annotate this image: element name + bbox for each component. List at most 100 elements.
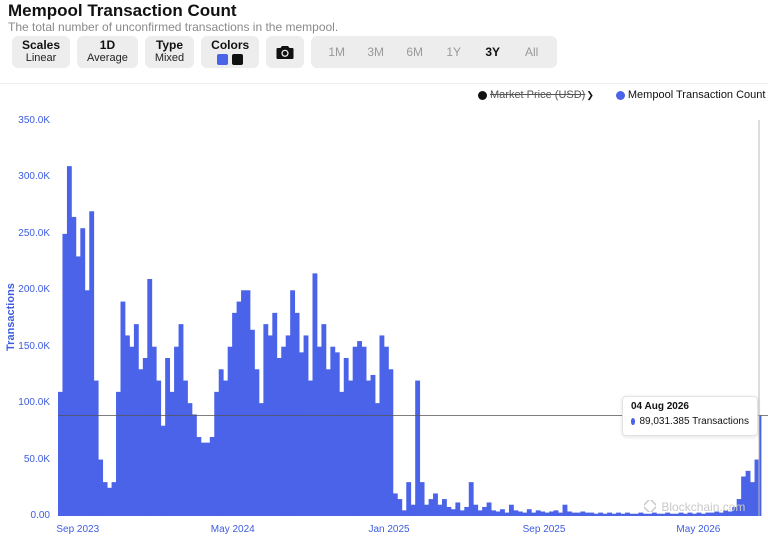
chart-bar <box>321 324 327 516</box>
chart-bar <box>741 476 746 516</box>
chart-bar <box>330 346 336 516</box>
camera-icon <box>276 45 294 59</box>
chart-bar <box>642 513 648 516</box>
chart-bar <box>633 513 639 516</box>
chart-bar <box>93 380 99 516</box>
y-tick-label: 250.0K <box>18 227 50 239</box>
colors-button[interactable]: Colors <box>201 36 260 68</box>
resolution-label: 1D <box>99 38 116 52</box>
chart-bar <box>267 335 273 516</box>
screenshot-button[interactable] <box>266 36 305 68</box>
legend-dot-market-price <box>478 90 487 100</box>
tooltip-date: 04 Aug 2026 <box>631 401 689 412</box>
color-swatch-black[interactable] <box>232 54 244 65</box>
chart-bar <box>433 493 438 516</box>
resolution-button[interactable]: 1D Average <box>77 36 138 68</box>
color-swatch-blue[interactable] <box>217 54 229 65</box>
y-tick-label: 200.0K <box>18 284 50 296</box>
chart-bar <box>526 509 532 516</box>
chart-bar <box>147 279 153 516</box>
chart-bar <box>727 511 733 516</box>
chart-bar <box>459 510 465 516</box>
chart-bar <box>116 391 121 516</box>
chart-bar <box>205 442 211 516</box>
range-3y[interactable]: 3Y <box>485 45 501 59</box>
chart-bar <box>464 506 470 516</box>
chart-bar <box>535 510 541 516</box>
chart-bar <box>151 346 157 516</box>
chart-toolbar: Scales Linear 1D Average Type Mixed Colo… <box>12 36 558 68</box>
range-6m[interactable]: 6M <box>406 45 424 59</box>
legend-item-market-price[interactable]: Market Price (USD) ❯ <box>478 89 594 101</box>
chart-bar <box>540 511 546 516</box>
chart-bar <box>705 512 711 516</box>
chart-bar <box>303 335 309 516</box>
chart-bar <box>750 482 755 516</box>
chart-bar <box>468 482 474 516</box>
chart-bar <box>656 513 662 516</box>
chart-bar <box>357 341 363 516</box>
chart-bar <box>410 504 416 516</box>
y-tick-label: 0.00 <box>30 510 50 521</box>
chart-bar <box>495 511 501 516</box>
y-tick-label: 300.0K <box>18 171 50 183</box>
chart-bar <box>415 380 421 516</box>
chart-bar <box>169 391 175 516</box>
blockchain-logo-icon <box>641 497 659 515</box>
tooltip-value: 89,031.385 Transactions <box>639 416 749 427</box>
range-3m[interactable]: 3M <box>367 45 385 59</box>
tooltip-series-dot <box>631 418 636 425</box>
chart-bar <box>558 512 563 516</box>
legend-item-mempool-count[interactable]: Mempool Transaction Count ❯ <box>615 89 768 101</box>
watermark: Blockchain.com <box>641 497 745 515</box>
chart-bar <box>593 513 599 516</box>
chart-bar <box>294 312 300 516</box>
chart-bar <box>455 502 461 516</box>
chart-bar <box>245 290 251 516</box>
scales-button[interactable]: Scales Linear <box>12 36 71 68</box>
range-1y[interactable]: 1Y <box>446 45 462 59</box>
chart-bar <box>482 506 488 516</box>
chart-bar <box>620 513 626 516</box>
page-title: Mempool Transaction Count <box>8 1 237 20</box>
chart-bar <box>437 504 443 516</box>
chart-bar <box>513 510 519 516</box>
chart-bar <box>549 511 555 516</box>
chart-bar <box>383 346 389 516</box>
chart-bar <box>692 513 697 516</box>
x-tick-label: Sep 2025 <box>522 524 566 535</box>
chart-bar <box>299 352 304 516</box>
chart-bar <box>241 290 246 516</box>
chart-bar <box>174 346 179 516</box>
chart-bar <box>651 512 657 516</box>
chart-bar <box>290 290 296 516</box>
chart-bar <box>218 369 224 516</box>
chart-bars <box>58 166 762 517</box>
chart-bar <box>375 403 380 516</box>
chart-bar <box>745 470 751 516</box>
chart-bar <box>571 512 577 516</box>
chart-bar <box>696 512 702 516</box>
chart-bar <box>562 504 568 516</box>
range-all[interactable]: All <box>525 45 539 59</box>
type-button[interactable]: Type Mixed <box>144 36 195 68</box>
chart-bar <box>531 512 537 516</box>
chart-bar <box>388 369 394 516</box>
y-tick-label: 350.0K <box>18 115 50 126</box>
chart-bar <box>191 414 197 516</box>
chart-bar <box>89 211 95 517</box>
chart-bar <box>732 506 738 516</box>
y-tick-label: 50.0K <box>23 453 50 465</box>
y-tick-label: 150.0K <box>18 340 50 352</box>
chart-bar <box>232 312 237 516</box>
chart-bar <box>254 369 260 516</box>
chart-bar <box>687 512 693 516</box>
chart-bar <box>736 499 742 516</box>
range-1m[interactable]: 1M <box>328 45 346 59</box>
legend-label-mempool-count: Mempool Transaction Count <box>627 89 766 101</box>
y-tick-label: 100.0K <box>18 397 50 409</box>
chart-bar <box>665 512 671 516</box>
type-value: Mixed <box>154 52 185 64</box>
chart-bar <box>308 380 313 516</box>
